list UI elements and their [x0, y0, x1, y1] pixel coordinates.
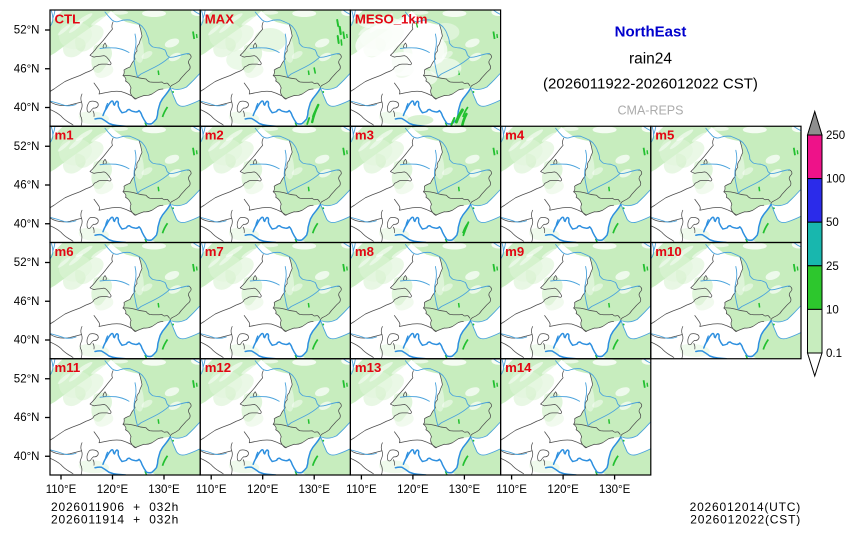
svg-text:110°E: 110°E	[46, 484, 77, 496]
svg-text:MESO_1km: MESO_1km	[355, 11, 428, 26]
svg-text:m1: m1	[55, 128, 74, 143]
svg-text:130°E: 130°E	[449, 484, 481, 496]
svg-text:m4: m4	[505, 128, 525, 143]
svg-text:m11: m11	[55, 360, 81, 375]
svg-text:130°E: 130°E	[298, 484, 330, 496]
svg-text:MAX: MAX	[205, 11, 235, 26]
svg-text:120°E: 120°E	[547, 484, 579, 496]
svg-text:100: 100	[826, 174, 845, 186]
svg-text:2026011914 + 032h: 2026011914 + 032h	[51, 513, 179, 527]
svg-text:46°N: 46°N	[14, 180, 40, 192]
svg-text:50: 50	[826, 217, 839, 229]
svg-text:120°E: 120°E	[397, 484, 429, 496]
svg-text:10: 10	[826, 304, 839, 316]
svg-text:rain24: rain24	[629, 51, 672, 68]
svg-text:120°E: 120°E	[247, 484, 279, 496]
svg-text:110°E: 110°E	[496, 484, 527, 496]
svg-text:25: 25	[826, 261, 839, 273]
svg-text:46°N: 46°N	[14, 296, 40, 308]
svg-text:40°N: 40°N	[14, 102, 40, 114]
svg-text:m14: m14	[505, 360, 532, 375]
svg-text:120°E: 120°E	[97, 484, 129, 496]
svg-text:52°N: 52°N	[14, 257, 40, 269]
svg-text:m2: m2	[205, 128, 224, 143]
svg-text:52°N: 52°N	[14, 141, 40, 153]
svg-text:52°N: 52°N	[14, 25, 40, 37]
svg-text:m7: m7	[205, 244, 224, 259]
svg-text:m3: m3	[355, 128, 374, 143]
svg-text:46°N: 46°N	[14, 63, 40, 75]
svg-text:110°E: 110°E	[196, 484, 227, 496]
svg-text:2026011906 + 032h: 2026011906 + 032h	[51, 500, 179, 514]
svg-text:m10: m10	[655, 244, 681, 259]
svg-text:40°N: 40°N	[14, 451, 40, 463]
svg-text:250: 250	[826, 130, 845, 142]
svg-text:NorthEast: NorthEast	[615, 24, 687, 41]
svg-text:CTL: CTL	[55, 11, 81, 26]
svg-text:m9: m9	[505, 244, 524, 259]
svg-text:CMA-REPS: CMA-REPS	[618, 104, 684, 118]
svg-text:40°N: 40°N	[14, 218, 40, 230]
svg-text:0.1: 0.1	[826, 348, 842, 360]
svg-text:m5: m5	[655, 128, 674, 143]
svg-text:46°N: 46°N	[14, 412, 40, 424]
svg-text:m8: m8	[355, 244, 374, 259]
svg-text:2026012022(CST): 2026012022(CST)	[690, 513, 801, 527]
svg-text:m13: m13	[355, 360, 381, 375]
svg-text:2026012014(UTC): 2026012014(UTC)	[690, 500, 801, 514]
svg-text:40°N: 40°N	[14, 335, 40, 347]
svg-text:130°E: 130°E	[599, 484, 631, 496]
svg-text:(2026011922-2026012022 CST): (2026011922-2026012022 CST)	[543, 76, 758, 93]
svg-text:130°E: 130°E	[148, 484, 180, 496]
svg-text:52°N: 52°N	[14, 373, 40, 385]
svg-text:110°E: 110°E	[346, 484, 377, 496]
svg-text:m6: m6	[55, 244, 74, 259]
svg-text:m12: m12	[205, 360, 231, 375]
